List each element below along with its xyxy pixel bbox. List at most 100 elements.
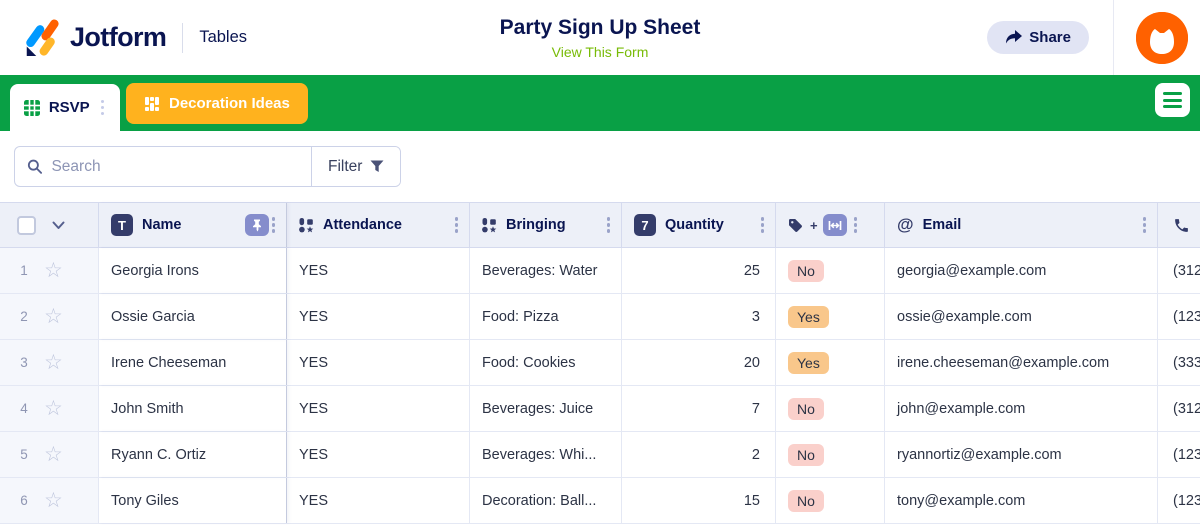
- tag-badge[interactable]: No: [788, 397, 824, 420]
- column-header-tags[interactable]: +: [776, 203, 885, 247]
- cell-tag[interactable]: No: [776, 432, 885, 477]
- cell-bringing[interactable]: Beverages: Whi...: [470, 432, 622, 477]
- cell-attendance[interactable]: YES: [287, 340, 470, 385]
- cell-attendance[interactable]: YES: [287, 478, 470, 523]
- cell-bringing[interactable]: Food: Cookies: [470, 340, 622, 385]
- row-select-cell: 4 ☆: [0, 386, 99, 431]
- pin-icon[interactable]: [244, 214, 269, 236]
- cell-tag[interactable]: Yes: [776, 294, 885, 339]
- jotform-logo-icon: [26, 18, 59, 56]
- tab-decoration-ideas[interactable]: Decoration Ideas: [126, 83, 308, 124]
- cell-attendance[interactable]: YES: [287, 294, 470, 339]
- favorite-star-icon[interactable]: ☆: [44, 351, 63, 374]
- cell-attendance[interactable]: YES: [287, 432, 470, 477]
- cell-bringing[interactable]: Beverages: Juice: [470, 386, 622, 431]
- column-menu-icon[interactable]: [604, 213, 614, 237]
- cell-phone[interactable]: (123: [1173, 446, 1200, 463]
- tab-decoration-label: Decoration Ideas: [169, 95, 290, 112]
- cell-attendance[interactable]: YES: [287, 386, 470, 431]
- cell-quantity[interactable]: 25: [622, 248, 776, 293]
- search-filter-group: Filter: [14, 146, 402, 187]
- column-menu-icon[interactable]: [851, 213, 861, 237]
- favorite-star-icon[interactable]: ☆: [44, 443, 63, 466]
- search-box[interactable]: [15, 147, 311, 186]
- brand-wordmark: Jotform: [70, 22, 167, 52]
- tab-rsvp-menu-icon[interactable]: [98, 96, 108, 120]
- share-button[interactable]: Share: [987, 21, 1089, 54]
- table-body: 1 ☆ Georgia Irons YES Beverages: Water 2…: [0, 248, 1200, 524]
- cell-bringing[interactable]: Decoration: Ball...: [470, 478, 622, 523]
- cell-quantity[interactable]: 15: [622, 478, 776, 523]
- tag-badge[interactable]: Yes: [788, 351, 829, 374]
- favorite-star-icon[interactable]: ☆: [44, 259, 63, 282]
- row-select-cell: 5 ☆: [0, 432, 99, 477]
- cell-email[interactable]: tony@example.com: [885, 478, 1158, 523]
- user-avatar[interactable]: [1136, 11, 1188, 64]
- column-label: Quantity: [665, 217, 724, 233]
- table-header-row: T Name Attendance Bringing 7 Quantit: [0, 202, 1200, 248]
- expand-column-icon[interactable]: [822, 214, 847, 236]
- cell-name[interactable]: John Smith: [99, 386, 287, 431]
- cell-phone[interactable]: (123: [1173, 492, 1200, 509]
- filter-button[interactable]: Filter: [311, 147, 401, 186]
- cell-bringing[interactable]: Beverages: Water: [470, 248, 622, 293]
- cell-phone[interactable]: (123: [1173, 308, 1200, 325]
- cell-quantity[interactable]: 2: [622, 432, 776, 477]
- row-select-cell: 2 ☆: [0, 294, 99, 339]
- cell-tag[interactable]: No: [776, 386, 885, 431]
- column-label: Name: [142, 217, 182, 233]
- top-right-actions: Share: [987, 0, 1200, 75]
- filter-funnel-icon: [370, 160, 384, 172]
- tag-badge[interactable]: No: [788, 443, 824, 466]
- product-name: Tables: [199, 28, 248, 46]
- favorite-star-icon[interactable]: ☆: [44, 489, 63, 512]
- add-tag-label[interactable]: +: [810, 217, 818, 233]
- cell-tag[interactable]: No: [776, 478, 885, 523]
- column-menu-icon[interactable]: [758, 213, 768, 237]
- cell-email[interactable]: ossie@example.com: [885, 294, 1158, 339]
- cell-name[interactable]: Tony Giles: [99, 478, 287, 523]
- jotform-brand[interactable]: Jotform: [22, 18, 167, 57]
- column-menu-icon[interactable]: [452, 213, 462, 237]
- cell-email[interactable]: irene.cheeseman@example.com: [885, 340, 1158, 385]
- number-field-icon: 7: [634, 214, 656, 236]
- column-header-quantity[interactable]: 7 Quantity: [622, 203, 776, 247]
- cell-quantity[interactable]: 3: [622, 294, 776, 339]
- column-header-phone[interactable]: [1158, 203, 1200, 247]
- column-header-bringing[interactable]: Bringing: [470, 203, 622, 247]
- favorite-star-icon[interactable]: ☆: [44, 305, 63, 328]
- cell-email[interactable]: georgia@example.com: [885, 248, 1158, 293]
- select-all-checkbox[interactable]: [17, 215, 36, 235]
- column-header-name[interactable]: T Name: [99, 203, 287, 247]
- tag-badge[interactable]: Yes: [788, 305, 829, 328]
- tab-rsvp[interactable]: RSVP: [10, 84, 120, 131]
- cell-name[interactable]: Georgia Irons: [99, 248, 287, 293]
- cell-phone[interactable]: (333: [1173, 354, 1200, 371]
- tabs-menu-button[interactable]: [1155, 83, 1190, 117]
- table-row: 1 ☆ Georgia Irons YES Beverages: Water 2…: [0, 248, 1200, 294]
- cell-quantity[interactable]: 20: [622, 340, 776, 385]
- column-header-attendance[interactable]: Attendance: [287, 203, 470, 247]
- cell-attendance[interactable]: YES: [287, 248, 470, 293]
- column-header-email[interactable]: @ Email: [885, 203, 1158, 247]
- cell-email[interactable]: ryannortiz@example.com: [885, 432, 1158, 477]
- chevron-down-icon[interactable]: [52, 221, 65, 230]
- column-menu-icon[interactable]: [269, 213, 279, 237]
- tag-badge[interactable]: No: [788, 489, 824, 512]
- cell-name[interactable]: Irene Cheeseman: [99, 340, 287, 385]
- cell-phone[interactable]: (312: [1173, 262, 1200, 279]
- cell-email[interactable]: john@example.com: [885, 386, 1158, 431]
- cell-tag[interactable]: Yes: [776, 340, 885, 385]
- cell-bringing[interactable]: Food: Pizza: [470, 294, 622, 339]
- cell-tag[interactable]: No: [776, 248, 885, 293]
- cell-quantity[interactable]: 7: [622, 386, 776, 431]
- favorite-star-icon[interactable]: ☆: [44, 397, 63, 420]
- tag-badge[interactable]: No: [788, 259, 824, 282]
- cell-name[interactable]: Ossie Garcia: [99, 294, 287, 339]
- table-row: 5 ☆ Ryann C. Ortiz YES Beverages: Whi...…: [0, 432, 1200, 478]
- cell-phone[interactable]: (312: [1173, 400, 1200, 417]
- cell-name[interactable]: Ryann C. Ortiz: [99, 432, 287, 477]
- search-input[interactable]: [51, 157, 299, 176]
- view-this-form-link[interactable]: View This Form: [551, 43, 649, 60]
- column-menu-icon[interactable]: [1140, 213, 1150, 237]
